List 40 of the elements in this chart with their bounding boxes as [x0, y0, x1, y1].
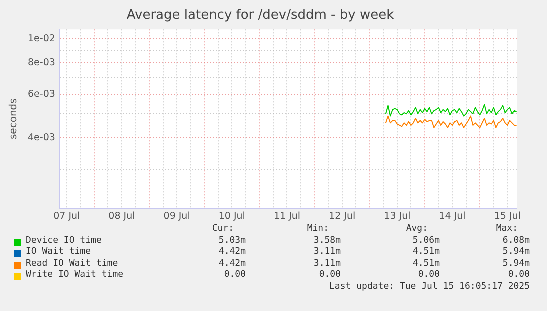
- y-tick-label: 8e-03: [28, 58, 56, 69]
- x-tick-label: 15 Jul: [494, 210, 521, 222]
- text: Last update: Tue Jul 15 16:05:17 2025: [330, 282, 530, 294]
- text: 5.06m: [412, 236, 440, 248]
- y-tick-label: 4e-03: [28, 132, 56, 144]
- x-tick-label: 14 Jul: [439, 210, 466, 222]
- legend-label: Write IO Wait time: [26, 270, 124, 282]
- x-tick-label: 13 Jul: [384, 210, 411, 222]
- text: Cur:: [212, 224, 234, 236]
- text: 0.00: [319, 270, 341, 282]
- text: 0.00: [418, 270, 440, 282]
- x-tick-label: 11 Jul: [274, 210, 301, 222]
- y-axis-title: seconds: [8, 98, 20, 140]
- text: 0.00: [508, 270, 530, 282]
- text: 5.94m: [502, 258, 530, 270]
- x-tick-label: 08 Jul: [108, 210, 136, 222]
- x-tick-label: 10 Jul: [218, 210, 246, 222]
- text: Min:: [307, 224, 329, 236]
- legend-label: Read IO Wait time: [26, 258, 118, 270]
- text: 0.00: [224, 270, 246, 282]
- chart-title: Average latency for /dev/sddm - by week: [126, 8, 395, 24]
- text: 4.42m: [218, 247, 246, 259]
- text: 3.11m: [314, 247, 341, 259]
- text: Avg:: [406, 224, 428, 236]
- text: 5.03m: [218, 236, 246, 247]
- text: 3.58m: [314, 236, 341, 247]
- text: 4.51m: [412, 247, 440, 259]
- x-tick-label: 09 Jul: [164, 210, 190, 222]
- text: 3.11m: [314, 258, 341, 270]
- legend-label: IO Wait time: [26, 247, 92, 259]
- x-tick-label: 07 Jul: [54, 210, 80, 222]
- legend-label: Device IO time: [26, 236, 102, 247]
- y-tick-label: 1e-02: [28, 33, 56, 44]
- y-tick-label: 6e-03: [28, 88, 56, 100]
- text: 6.08m: [502, 236, 530, 247]
- text: Max:: [496, 224, 518, 236]
- text: 4.51m: [412, 258, 440, 270]
- text: 5.94m: [502, 247, 530, 259]
- text: 4.42m: [218, 258, 246, 270]
- x-tick-label: 12 Jul: [329, 210, 356, 222]
